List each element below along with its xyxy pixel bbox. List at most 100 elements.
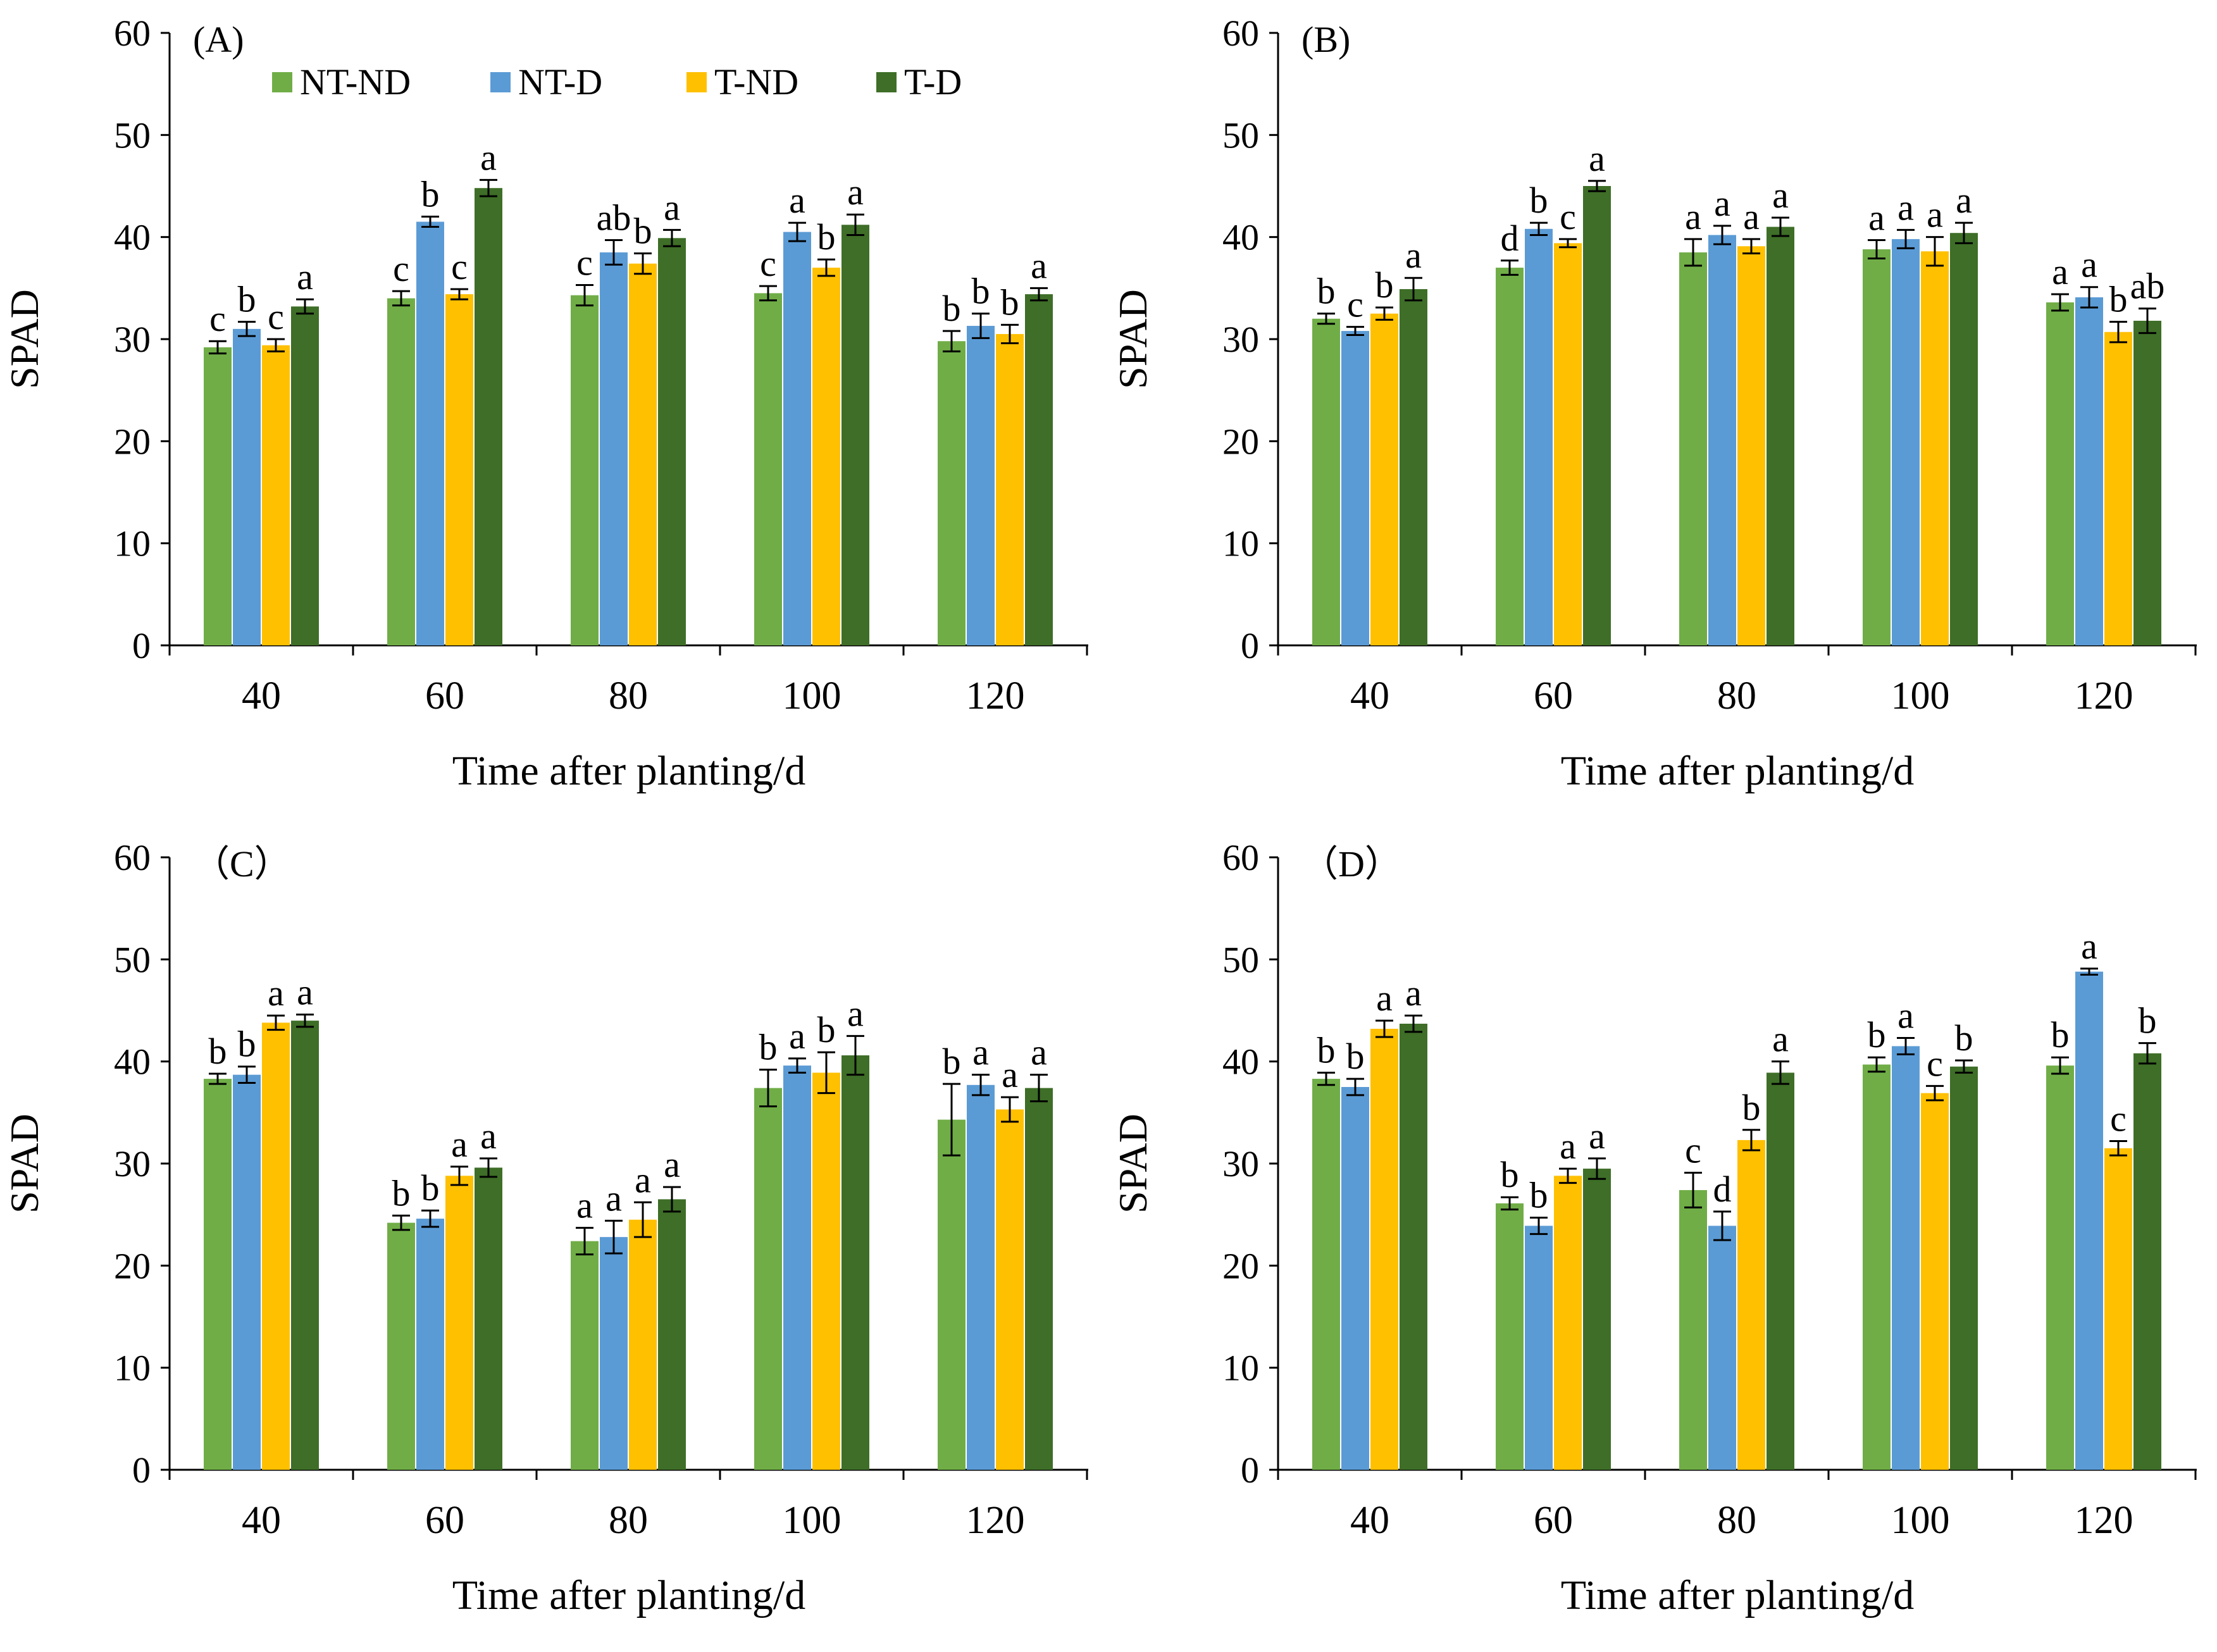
significance-letter-b: a xyxy=(1685,196,1701,237)
panel-label-a: (A) xyxy=(193,19,244,60)
y-tick-label-c: 20 xyxy=(114,1245,151,1286)
significance-letter-a: a xyxy=(480,137,497,178)
y-tick-label-d: 20 xyxy=(1222,1245,1259,1286)
x-tick-label-c: 100 xyxy=(783,1499,841,1542)
y-axis-title-c: SPAD xyxy=(2,1114,47,1214)
bar-d xyxy=(1767,1072,1794,1470)
significance-letter-c: a xyxy=(605,1177,622,1219)
x-tick-label-c: 40 xyxy=(242,1499,281,1542)
bar-c xyxy=(204,1079,232,1470)
bar-a xyxy=(754,293,782,645)
y-tick-label-b: 10 xyxy=(1222,523,1259,564)
significance-letter-c: a xyxy=(576,1185,593,1226)
y-tick-label-c: 0 xyxy=(132,1450,151,1491)
significance-letter-d: b xyxy=(2051,1014,2070,1055)
bar-b xyxy=(2133,320,2161,646)
y-tick-label-a: 30 xyxy=(114,319,151,360)
significance-letter-b: a xyxy=(2081,244,2097,285)
significance-letter-b: ab xyxy=(2130,266,2165,307)
bar-d xyxy=(1341,1087,1369,1470)
x-tick-label-a: 60 xyxy=(425,674,464,717)
bar-b xyxy=(2075,297,2103,645)
bar-b xyxy=(1312,318,1340,645)
bar-d xyxy=(2133,1053,2161,1470)
bar-d xyxy=(1554,1176,1582,1470)
bar-c xyxy=(291,1021,319,1470)
bar-a xyxy=(629,263,657,645)
panel-label-d: （D） xyxy=(1301,843,1401,885)
significance-letter-b: a xyxy=(1927,194,1943,235)
significance-letter-a: c xyxy=(393,248,409,289)
legend-label-nt-nd: NT-ND xyxy=(300,61,411,102)
bar-a xyxy=(658,238,686,645)
significance-letter-a: a xyxy=(847,171,864,213)
bar-a xyxy=(1025,294,1053,646)
significance-letter-b: a xyxy=(1743,196,1760,237)
significance-letter-b: a xyxy=(1714,183,1730,224)
y-tick-label-b: 50 xyxy=(1222,115,1259,156)
bar-d xyxy=(1892,1046,1920,1470)
significance-letter-a: b xyxy=(972,271,990,312)
y-tick-label-c: 30 xyxy=(114,1143,151,1184)
x-tick-label-d: 60 xyxy=(1534,1499,1573,1542)
y-tick-label-a: 60 xyxy=(114,13,151,54)
x-axis-title-c: Time after planting/d xyxy=(452,1572,806,1618)
legend-label-t-d: T-D xyxy=(904,61,962,102)
bar-b xyxy=(2046,302,2074,645)
significance-letter-d: b xyxy=(1346,1036,1365,1077)
significance-letter-d: c xyxy=(2110,1098,2127,1140)
bar-a xyxy=(571,295,599,645)
bar-d xyxy=(1496,1203,1524,1470)
significance-letter-c: a xyxy=(664,1144,680,1185)
y-tick-label-b: 60 xyxy=(1222,13,1259,54)
significance-letter-a: ab xyxy=(597,197,631,239)
significance-letter-a: c xyxy=(760,243,776,284)
bar-a xyxy=(291,306,319,646)
bar-c xyxy=(783,1065,811,1470)
x-tick-label-b: 80 xyxy=(1717,674,1756,717)
significance-letter-b: d xyxy=(1501,218,1519,259)
bar-d xyxy=(2104,1148,2132,1470)
significance-letter-a: a xyxy=(1031,245,1047,286)
significance-letter-a: b xyxy=(817,216,836,258)
y-tick-label-b: 20 xyxy=(1222,421,1259,462)
bar-a xyxy=(233,328,261,645)
bar-b xyxy=(1892,239,1920,646)
x-tick-label-d: 40 xyxy=(1350,1499,1389,1542)
bar-b xyxy=(2104,332,2132,645)
significance-letter-d: b xyxy=(1742,1087,1761,1128)
significance-letter-c: a xyxy=(451,1124,468,1165)
bar-b xyxy=(1767,227,1794,645)
significance-letter-c: a xyxy=(847,993,864,1034)
bar-a xyxy=(204,347,232,645)
bar-b xyxy=(1554,243,1582,645)
panel-label-b: (B) xyxy=(1301,19,1350,60)
significance-letter-c: a xyxy=(268,972,284,1014)
x-tick-label-d: 120 xyxy=(2075,1499,2133,1542)
x-axis-title-a: Time after planting/d xyxy=(452,748,806,794)
bar-b xyxy=(1863,249,1891,645)
x-tick-label-d: 100 xyxy=(1891,1499,1950,1542)
bar-c xyxy=(629,1219,657,1470)
significance-letter-a: a xyxy=(664,187,680,228)
significance-letter-b: a xyxy=(1772,175,1789,216)
bar-c xyxy=(1025,1088,1053,1470)
bar-b xyxy=(1921,251,1949,646)
significance-letter-d: a xyxy=(1589,1115,1605,1157)
significance-letter-a: b xyxy=(943,288,961,329)
significance-letter-b: b xyxy=(1376,264,1394,306)
significance-letter-c: b xyxy=(943,1041,961,1082)
y-tick-label-c: 60 xyxy=(114,837,151,878)
significance-letter-d: b xyxy=(2139,1000,2157,1041)
chart-panel-a: 0 10 20 30 40 50 60 40 60 80 100 120 c c c c b b b ab a b c c b b… xyxy=(0,0,1108,824)
x-tick-label-c: 60 xyxy=(425,1499,464,1542)
bar-a xyxy=(938,341,966,645)
significance-letter-b: c xyxy=(1347,284,1363,325)
significance-letter-b: a xyxy=(1956,180,1972,221)
bar-a xyxy=(387,298,415,645)
y-axis-title-d: SPAD xyxy=(1110,1114,1155,1214)
bar-b xyxy=(1496,268,1524,646)
significance-letter-c: b xyxy=(759,1027,778,1068)
bar-b xyxy=(1679,252,1707,645)
x-axis-title-b: Time after planting/d xyxy=(1561,748,1915,794)
